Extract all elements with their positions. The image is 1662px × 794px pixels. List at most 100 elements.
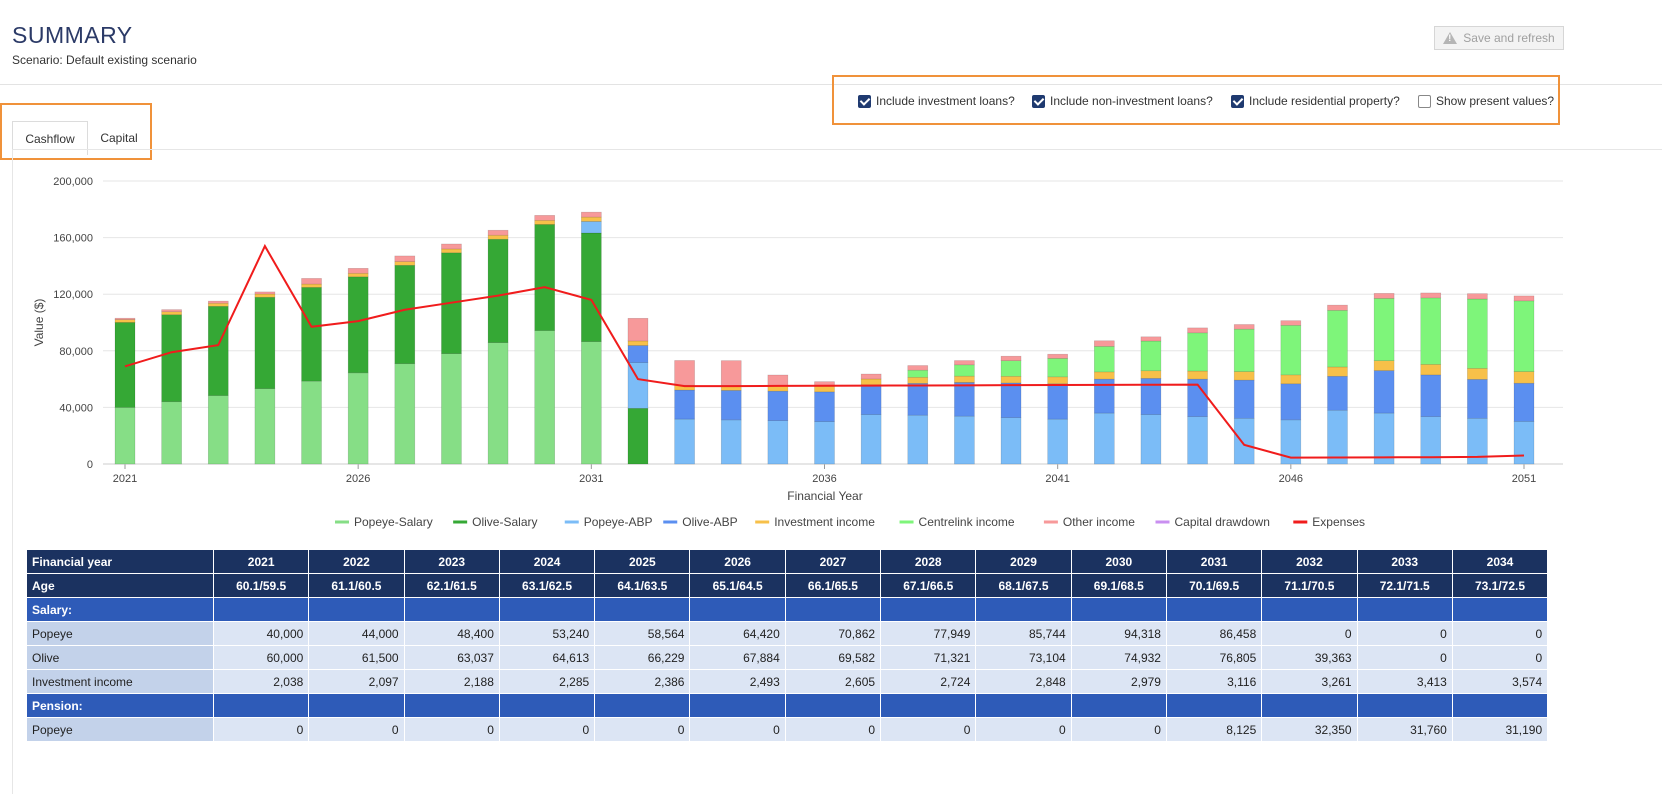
bar-segment <box>581 211 602 218</box>
table-cell: 0 <box>1356 621 1453 646</box>
bar-segment <box>1140 340 1162 372</box>
table-cell: 74,932 <box>1070 645 1167 670</box>
x-axis-title: Financial Year <box>787 489 862 503</box>
x-tick-label: 2051 <box>1512 473 1536 485</box>
y-tick-label: 160,000 <box>53 233 93 245</box>
bar-segment <box>1047 418 1068 465</box>
bar-segment <box>907 376 929 384</box>
option-label: Include non-investment loans? <box>1050 94 1213 108</box>
bar-segment <box>1187 327 1208 334</box>
option-include-investment-loans[interactable]: Include investment loans? <box>858 94 1015 108</box>
table-cell: 2,188 <box>403 669 500 694</box>
bar-segment <box>114 319 136 323</box>
section-label: Salary: <box>26 597 214 622</box>
bar-segment <box>1467 298 1488 369</box>
bar-segment <box>347 276 369 374</box>
checkbox-include-investment-loans[interactable] <box>858 94 871 108</box>
table-cell: 73,104 <box>975 645 1072 670</box>
checkbox-show-present-values[interactable] <box>1418 94 1431 108</box>
table-cell: 0 <box>975 717 1072 742</box>
bar-segment <box>1420 297 1442 365</box>
option-include-residential-property[interactable]: Include residential property? <box>1231 94 1400 108</box>
bar-segment <box>1373 370 1395 414</box>
table-cell: 2,605 <box>784 669 882 694</box>
bar-segment <box>161 311 182 316</box>
table-row: Popeye 40,000 44,000 48,400 53,240 58,564 64,4… <box>26 621 1549 646</box>
checkbox-include-residential-property[interactable] <box>1231 94 1244 108</box>
option-label: Show present values? <box>1436 94 1555 108</box>
checkbox-include-non-investment-loans[interactable] <box>1032 94 1045 108</box>
bar-segment <box>114 407 136 465</box>
table-cell: 66.1/65.5 <box>784 573 882 598</box>
bar-segment <box>1513 295 1535 302</box>
table-row: Olive 60,000 61,500 63,037 64,613 66,229 67,88… <box>26 645 1549 670</box>
table-cell: 66,229 <box>594 645 691 670</box>
table-cell: 0 <box>1356 645 1453 670</box>
bar-segment <box>1233 371 1255 381</box>
table-cell: 62.1/61.5 <box>403 573 500 598</box>
table-cell: 2,724 <box>880 669 977 694</box>
year-column-header: 2025 <box>594 549 691 574</box>
table-row: Investment income 2,038 2,097 2,188 2,285 2,3… <box>26 669 1549 694</box>
bar-segment <box>627 317 649 342</box>
bar-segment <box>954 382 975 417</box>
table-cell: 2,979 <box>1070 669 1167 694</box>
table-cell: 60,000 <box>212 645 310 670</box>
table-cell: 0 <box>1451 621 1549 646</box>
year-column-header: 2034 <box>1451 549 1549 574</box>
table-cell: 3,261 <box>1261 669 1358 694</box>
row-label: Investment income <box>26 669 214 694</box>
bar-segment <box>1000 417 1022 465</box>
bar-segment <box>254 293 276 298</box>
table-cell: 67,884 <box>689 645 786 670</box>
bar-segment <box>627 345 649 363</box>
table-cell: 8,125 <box>1165 717 1263 742</box>
table-cell: 68.1/67.5 <box>975 573 1072 598</box>
table-row: Popeye 0 0 0 0 0 0 0 0 0 0 8,125 32,350 31,760 31,190 <box>26 717 1549 742</box>
bar-segment <box>301 278 322 285</box>
bar-segment <box>1187 370 1208 380</box>
x-tick-label: 2046 <box>1279 473 1303 485</box>
bar-segment <box>954 415 975 465</box>
bar-segment <box>1327 310 1348 368</box>
bar-segment <box>767 374 789 387</box>
save-and-refresh-button[interactable]: Save and refresh <box>1434 26 1564 50</box>
bar-segment <box>954 364 975 377</box>
bar-segment <box>860 384 882 415</box>
y-tick-label: 200,000 <box>53 176 93 188</box>
y-axis-title: Value ($) <box>32 299 46 347</box>
table-cell: 31,760 <box>1356 717 1453 742</box>
table-cell: 61.1/60.5 <box>308 573 405 598</box>
bar-segment <box>1000 360 1022 377</box>
option-show-present-values[interactable]: Show present values? <box>1418 94 1554 108</box>
table-cell: 44,000 <box>308 621 405 646</box>
table-cell: 0 <box>1261 621 1358 646</box>
table-cell: 2,493 <box>689 669 786 694</box>
option-include-non-investment-loans[interactable]: Include non-investment loans? <box>1032 94 1213 108</box>
legend-label: Olive-Salary <box>472 515 537 529</box>
cashflow-table-container[interactable]: Financial year 2021 2022 2023 2024 2025 2026 20… <box>26 549 1554 793</box>
bar-segment <box>1280 383 1302 421</box>
bar-segment <box>1420 374 1442 417</box>
bar-segment <box>301 287 322 382</box>
x-tick-label: 2021 <box>113 473 137 485</box>
bar-segment <box>1467 379 1488 419</box>
tab-capital[interactable]: Capital <box>100 131 138 145</box>
bar-segment <box>207 302 229 307</box>
table-cell: 3,413 <box>1356 669 1453 694</box>
table-cell <box>689 693 786 718</box>
table-cell: 0 <box>498 717 596 742</box>
table-cell: 67.1/66.5 <box>880 573 977 598</box>
save-and-refresh-label: Save and refresh <box>1463 31 1555 45</box>
table-cell: 31,190 <box>1451 717 1549 742</box>
table-header-row: Financial year 2021 2022 2023 2024 2025 2026 20… <box>26 549 1549 574</box>
y-tick-label: 40,000 <box>59 402 93 414</box>
bar-segment <box>301 380 322 465</box>
table-cell: 70,862 <box>784 621 882 646</box>
scenario-label: Scenario: Default existing scenario <box>12 53 197 67</box>
table-cell <box>1451 693 1549 718</box>
bar-segment <box>347 372 369 465</box>
row-label: Popeye <box>26 717 214 742</box>
table-cell <box>1356 693 1453 718</box>
legend-label: Popeye-Salary <box>354 515 433 529</box>
